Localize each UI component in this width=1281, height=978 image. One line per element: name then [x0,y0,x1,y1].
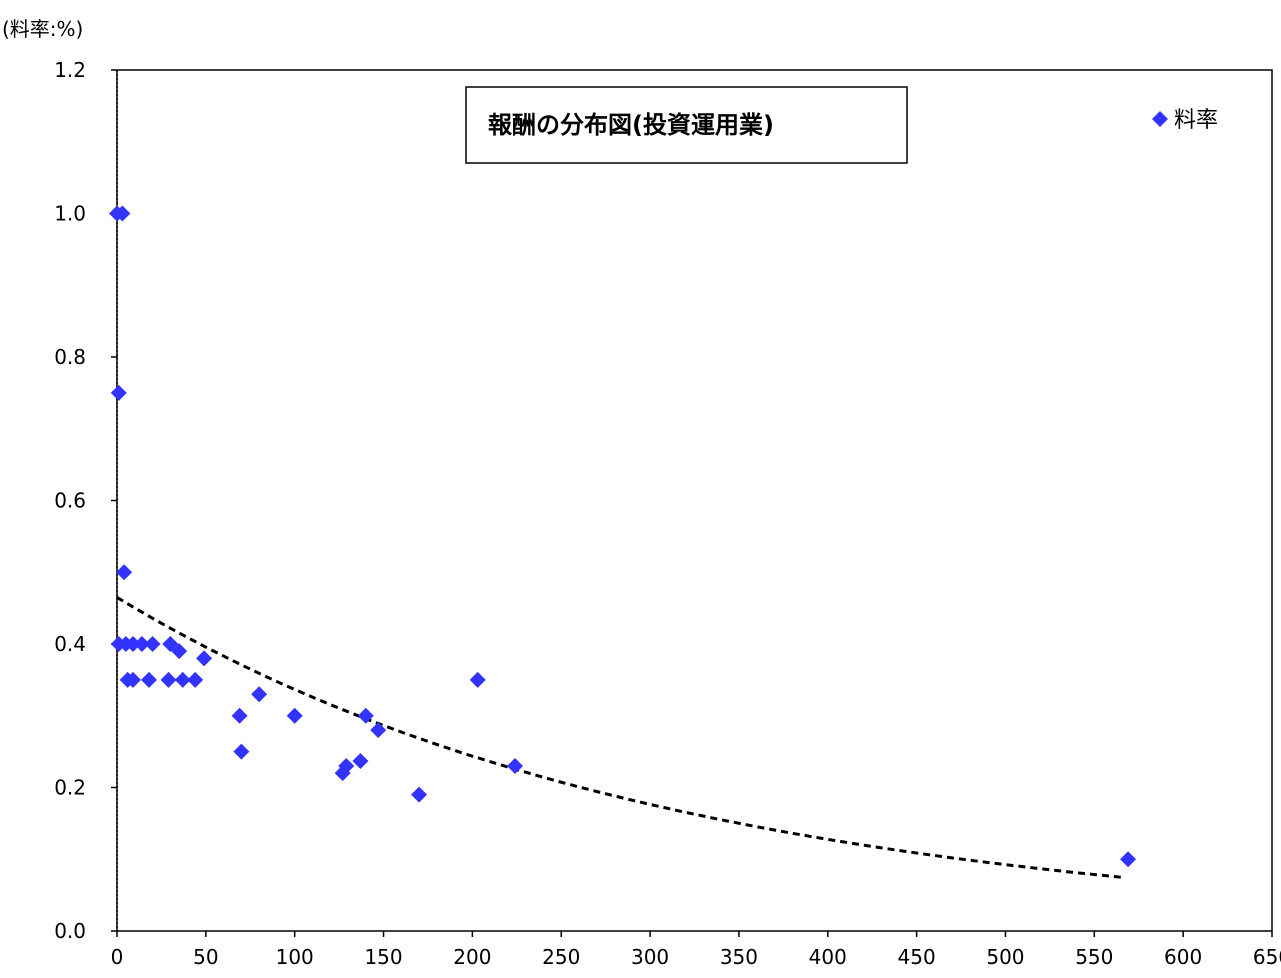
data-point [370,722,387,739]
x-tick-label: 350 [720,945,758,969]
y-tick-label: 0.8 [54,345,86,369]
trendline [116,596,1122,879]
data-point [162,636,179,652]
chart-title-frame [465,86,908,164]
plot-area [116,69,1273,932]
data-points [109,205,1137,868]
data-point [231,707,248,724]
y-axis-unit-label: (料率:%) [2,17,83,41]
x-tick-label: 50 [193,945,218,969]
data-point [352,752,369,769]
data-point [507,757,524,774]
legend: 料率 [1152,108,1218,133]
chart-title: 報酬の分布図(投資運用業) [488,111,774,139]
data-point [133,636,150,652]
y-tick-label: 0.4 [54,632,86,656]
chart-title-box: 報酬の分布図(投資運用業) [465,86,908,164]
x-axis-ticks: 0 50 100 150 200 250 300 350 400 450 500 550 600 650 [111,931,1281,969]
y-tick-label: 0.0 [54,919,86,943]
y-tick-label: 1.0 [54,202,86,226]
legend-entry-label: 料率 [1174,108,1218,133]
data-point [233,743,250,760]
x-tick-label: 200 [453,945,491,969]
data-point [160,671,177,688]
data-point [1120,851,1137,868]
data-point [171,643,188,660]
data-point [357,707,374,724]
data-point [338,757,355,774]
data-point [187,671,204,688]
x-tick-label: 400 [809,945,847,969]
data-point [286,707,303,724]
data-point [144,636,161,652]
data-point [174,671,191,688]
data-point [124,636,141,652]
x-tick-label: 500 [986,945,1024,969]
x-tick-label: 450 [898,945,936,969]
legend-marker-diamond [1152,111,1168,127]
x-tick-label: 300 [631,945,669,969]
x-tick-label: 150 [364,945,402,969]
x-tick-label: 250 [542,945,580,969]
data-point [469,671,486,688]
x-tick-label: 650 [1253,945,1281,969]
data-point [116,564,133,581]
x-tick-label: 550 [1075,945,1113,969]
y-tick-label: 1.2 [54,58,86,82]
y-axis-ticks: 0.0 0.2 0.4 0.6 0.8 1.0 1.2 [54,58,117,943]
data-point [140,671,157,688]
data-point [196,650,213,667]
x-tick-label: 0 [111,945,124,969]
data-point [124,671,141,688]
data-point [110,384,127,401]
y-tick-label: 0.2 [54,776,86,800]
data-point [114,205,131,222]
x-tick-label: 100 [276,945,314,969]
data-point [251,686,268,703]
y-tick-label: 0.6 [54,489,86,513]
x-tick-label: 600 [1164,945,1202,969]
data-point [411,786,428,803]
